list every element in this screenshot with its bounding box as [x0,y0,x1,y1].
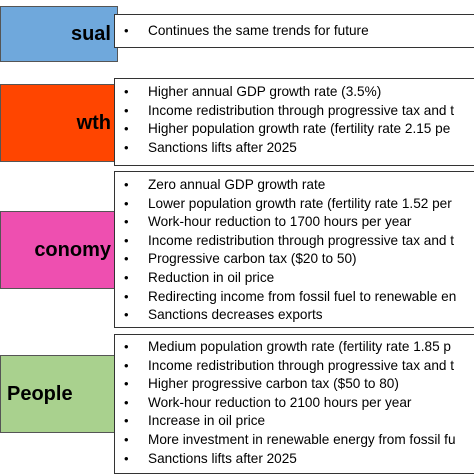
bullet-item: • Higher progressive carbon tax ($50 to … [115,375,474,394]
bullet-item: • Income redistribution through progress… [115,232,474,251]
bullet-item: • Progressive carbon tax ($20 to 50) [115,250,474,269]
bullet-text: Sanctions lifts after 2025 [148,139,297,155]
bullet-item: • Work-hour reduction to 2100 hours per … [115,394,474,413]
bullet-text: Increase in oil price [148,413,266,429]
bullet-text: Higher progressive carbon tax ($50 to 80… [148,376,399,392]
bullet-text: Redirecting income from fossil fuel to r… [148,288,457,304]
bullet-icon: • [124,450,129,466]
bullet-text: Lower population growth rate (fertility … [148,195,452,211]
bullet-item: • Redirecting income from fossil fuel to… [115,288,474,307]
bullet-icon: • [124,251,129,267]
bullet-icon: • [124,413,129,429]
bullet-icon: • [124,214,129,230]
scenario-label-business-as-usual: sual [0,6,118,62]
scenario-label-text: conomy [34,238,111,261]
bullet-icon: • [124,394,129,410]
bullet-text: Income redistribution through progressiv… [148,357,455,373]
bullet-text: More investment in renewable energy from… [148,431,456,447]
bullet-item: • Continues the same trends for future [115,22,474,41]
bullet-icon: • [124,102,129,118]
bullet-item: • Income redistribution through progress… [115,357,474,376]
bullet-icon: • [124,288,129,304]
bullet-item: • Zero annual GDP growth rate [115,176,474,195]
bullet-text: Zero annual GDP growth rate [148,177,326,192]
scenario-details-business-as-usual: • Continues the same trends for future [114,14,474,48]
bullet-item: • Increase in oil price [115,412,474,431]
scenario-label-text: wth [76,111,111,134]
bullet-text: Work-hour reduction to 1700 hours per ye… [148,214,412,230]
bullet-icon: • [124,84,129,99]
bullet-icon: • [124,269,129,285]
scenario-label-text: People [7,382,73,405]
bullet-text: Sanctions lifts after 2025 [148,450,297,466]
scenario-label-growth: wth [0,84,118,162]
scenario-label-text: sual [70,22,111,45]
bullet-item: • Reduction in oil price [115,269,474,288]
bullet-item: • Income redistribution through progress… [115,102,474,121]
bullet-icon: • [124,177,129,192]
bullet-icon: • [124,339,129,354]
bullet-text: Income redistribution through progressiv… [148,102,455,118]
scenario-label-people: People [0,355,118,433]
bullet-text: Reduction in oil price [148,269,275,285]
bullet-icon: • [124,139,129,155]
scenario-details-people: • Medium population growth rate (fertili… [114,334,474,474]
bullet-item: • Medium population growth rate (fertili… [115,338,474,357]
bullet-icon: • [124,357,129,373]
bullet-item: • Sanctions decreases exports [115,306,474,325]
scenario-details-economy: • Zero annual GDP growth rate • Lower po… [114,171,474,328]
bullet-text: Continues the same trends for future [148,23,369,38]
bullet-text: Progressive carbon tax ($20 to 50) [148,251,357,267]
bullet-icon: • [124,195,129,211]
bullet-item: • Higher population growth rate (fertili… [115,120,474,139]
bullet-text: Income redistribution through progressiv… [148,232,455,248]
bullet-icon: • [124,431,129,447]
bullet-item: • More investment in renewable energy fr… [115,431,474,450]
bullet-item: • Higher annual GDP growth rate (3.5%) [115,83,474,102]
bullet-icon: • [124,232,129,248]
bullet-text: Higher annual GDP growth rate (3.5%) [148,84,382,99]
scenario-details-growth: • Higher annual GDP growth rate (3.5%) •… [114,78,474,166]
bullet-item: • Lower population growth rate (fertilit… [115,195,474,214]
bullet-item: • Work-hour reduction to 1700 hours per … [115,213,474,232]
bullet-item: • Sanctions lifts after 2025 [115,450,474,469]
bullet-icon: • [124,376,129,392]
bullet-text: Work-hour reduction to 2100 hours per ye… [148,394,412,410]
bullet-icon: • [124,23,129,38]
bullet-text: Sanctions decreases exports [148,307,323,323]
bullet-item: • Sanctions lifts after 2025 [115,139,474,158]
bullet-text: Medium population growth rate (fertility… [148,339,451,354]
bullet-icon: • [124,307,129,323]
bullet-text: Higher population growth rate (fertility… [148,121,451,137]
scenario-label-economy: conomy [0,211,118,289]
bullet-icon: • [124,121,129,137]
